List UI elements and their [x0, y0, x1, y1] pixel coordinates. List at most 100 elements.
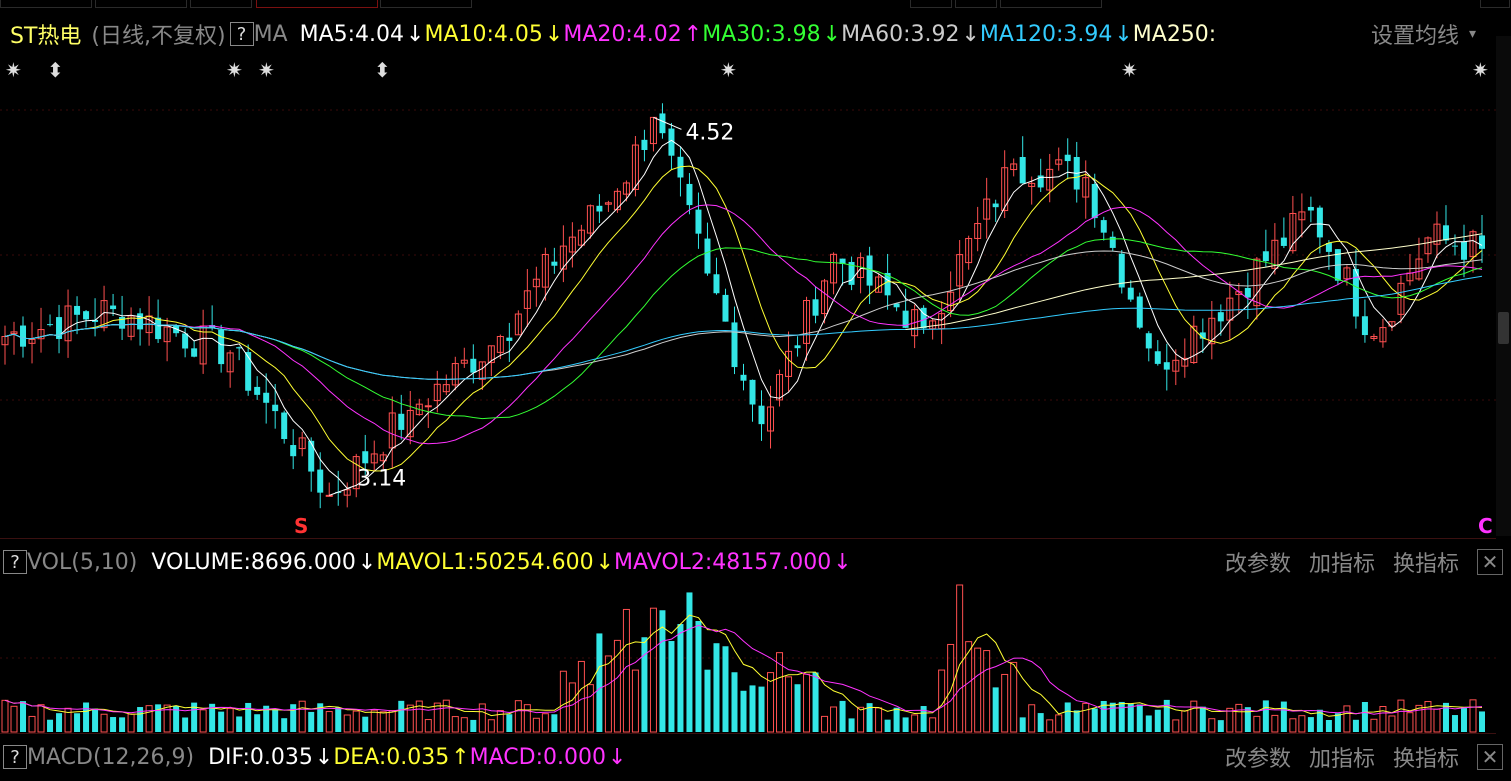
candle-body: [1010, 163, 1018, 171]
volume-bar: [1145, 715, 1152, 732]
mavol1-arrow: ↓: [595, 549, 615, 575]
candle-body: [668, 128, 675, 156]
volume-bar: [37, 704, 45, 733]
event-marker-icon[interactable]: ✷: [1121, 58, 1138, 82]
volume-bar: [1199, 706, 1206, 732]
ma-arrow-0: ↓: [406, 21, 425, 47]
switch-indicator-button[interactable]: 换指标: [1392, 747, 1459, 772]
volume-bar: [56, 713, 63, 732]
ma-arrow-4: ↓: [961, 21, 980, 47]
candle-body: [451, 363, 459, 386]
macd-panel-header: ? MACD(12,26,9) DIF:0.035 ↓ DEA:0.035 ↑ …: [0, 740, 626, 774]
volume-bar: [1280, 701, 1287, 732]
tab-segment[interactable]: [1480, 0, 1510, 8]
candle-body: [272, 404, 279, 412]
volume-bar: [551, 714, 558, 732]
tab-segment[interactable]: [190, 0, 252, 8]
volume-bar: [20, 701, 27, 732]
candle-body: [163, 326, 171, 343]
candle-body: [551, 261, 558, 266]
tab-segment[interactable]: [955, 0, 997, 8]
change-params-button[interactable]: 改参数: [1224, 552, 1291, 577]
volume-bar: [776, 652, 784, 733]
candle-body: [956, 254, 964, 287]
change-params-button[interactable]: 改参数: [1224, 747, 1291, 772]
close-icon[interactable]: ✕: [1477, 549, 1503, 575]
volume-bar: [1136, 704, 1143, 732]
low-price-label: 3.14: [357, 466, 406, 491]
event-marker-icon[interactable]: ✷: [1472, 58, 1489, 82]
candle-body: [460, 359, 468, 364]
ma-arrow-2: ↑: [683, 21, 703, 47]
volume-bar: [1028, 704, 1036, 733]
tab-segment[interactable]: [95, 0, 187, 8]
ma-settings[interactable]: 设置均线 ▾: [1349, 17, 1476, 51]
candle-body: [1370, 335, 1378, 339]
candle-body: [1460, 241, 1467, 260]
panel-divider: [0, 538, 1496, 539]
ma-value-5: MA120:3.94: [979, 21, 1113, 47]
candle-body: [1316, 207, 1323, 238]
add-indicator-button[interactable]: 加指标: [1308, 552, 1375, 577]
tab-segment[interactable]: [1000, 0, 1102, 8]
add-indicator-button[interactable]: 加指标: [1308, 747, 1375, 772]
volume-bar: [1091, 708, 1098, 732]
volume-bar: [388, 710, 396, 733]
help-icon[interactable]: ?: [3, 745, 27, 769]
candle-body: [1082, 177, 1090, 198]
volume-bar: [209, 703, 216, 732]
stock-name: ST热电: [10, 24, 82, 49]
ma20-line: [4, 204, 1483, 445]
top-tab-strip: [0, 0, 1511, 8]
mavol1-value: MAVOL1:50254.600: [376, 549, 594, 575]
volume-bar: [487, 719, 495, 733]
candle-body: [74, 305, 81, 315]
tab-segment[interactable]: [256, 0, 378, 8]
candle-body: [1136, 296, 1143, 328]
macd-value: MACD:0.000: [469, 744, 606, 770]
volume-bar: [1307, 717, 1314, 732]
volume-bar: [182, 717, 189, 732]
volume-bar: [740, 690, 747, 732]
event-updown-icon[interactable]: ⬍: [47, 58, 64, 82]
tab-segment[interactable]: [0, 0, 92, 8]
switch-indicator-button[interactable]: 换指标: [1392, 552, 1459, 577]
event-marker-icon[interactable]: ✷: [258, 58, 275, 82]
candle-body: [1307, 206, 1314, 211]
candle-body: [119, 316, 126, 329]
event-marker-icon[interactable]: ✷: [720, 58, 737, 82]
volume-bar: [1352, 719, 1359, 732]
volume-bar: [830, 706, 838, 733]
candle-body: [1271, 239, 1279, 269]
volume-bar: [236, 716, 243, 732]
event-marker-icon[interactable]: ✷: [226, 58, 243, 82]
candle-body: [155, 317, 162, 340]
ma-settings-button[interactable]: 设置均线: [1366, 18, 1459, 50]
candle-body: [406, 409, 414, 438]
candle-body: [470, 358, 477, 373]
help-icon[interactable]: ?: [229, 22, 254, 46]
candle-body: [596, 205, 603, 212]
event-updown-icon[interactable]: ⬍: [374, 58, 391, 82]
volume-bar: [893, 707, 900, 732]
volume-bar: [370, 709, 378, 733]
tab-segment[interactable]: [380, 0, 472, 8]
volume-bar: [1208, 718, 1216, 733]
tab-segment[interactable]: [910, 0, 952, 8]
vertical-scrollbar[interactable]: [1496, 36, 1511, 536]
scrollbar-thumb[interactable]: [1498, 312, 1509, 344]
chevron-down-icon[interactable]: ▾: [1468, 26, 1476, 42]
candle-body: [1109, 236, 1116, 248]
volume-bar: [1154, 709, 1161, 732]
candle-body: [398, 413, 405, 430]
volume-bar: [298, 700, 306, 733]
volume-bar: [451, 716, 459, 733]
help-icon[interactable]: ?: [3, 550, 27, 574]
volume-bar: [857, 706, 865, 733]
event-marker-icon[interactable]: ✷: [5, 58, 22, 82]
candle-body: [767, 406, 775, 432]
volume-bar: [1361, 702, 1368, 732]
candle-body: [812, 299, 819, 316]
close-icon[interactable]: ✕: [1477, 744, 1503, 770]
